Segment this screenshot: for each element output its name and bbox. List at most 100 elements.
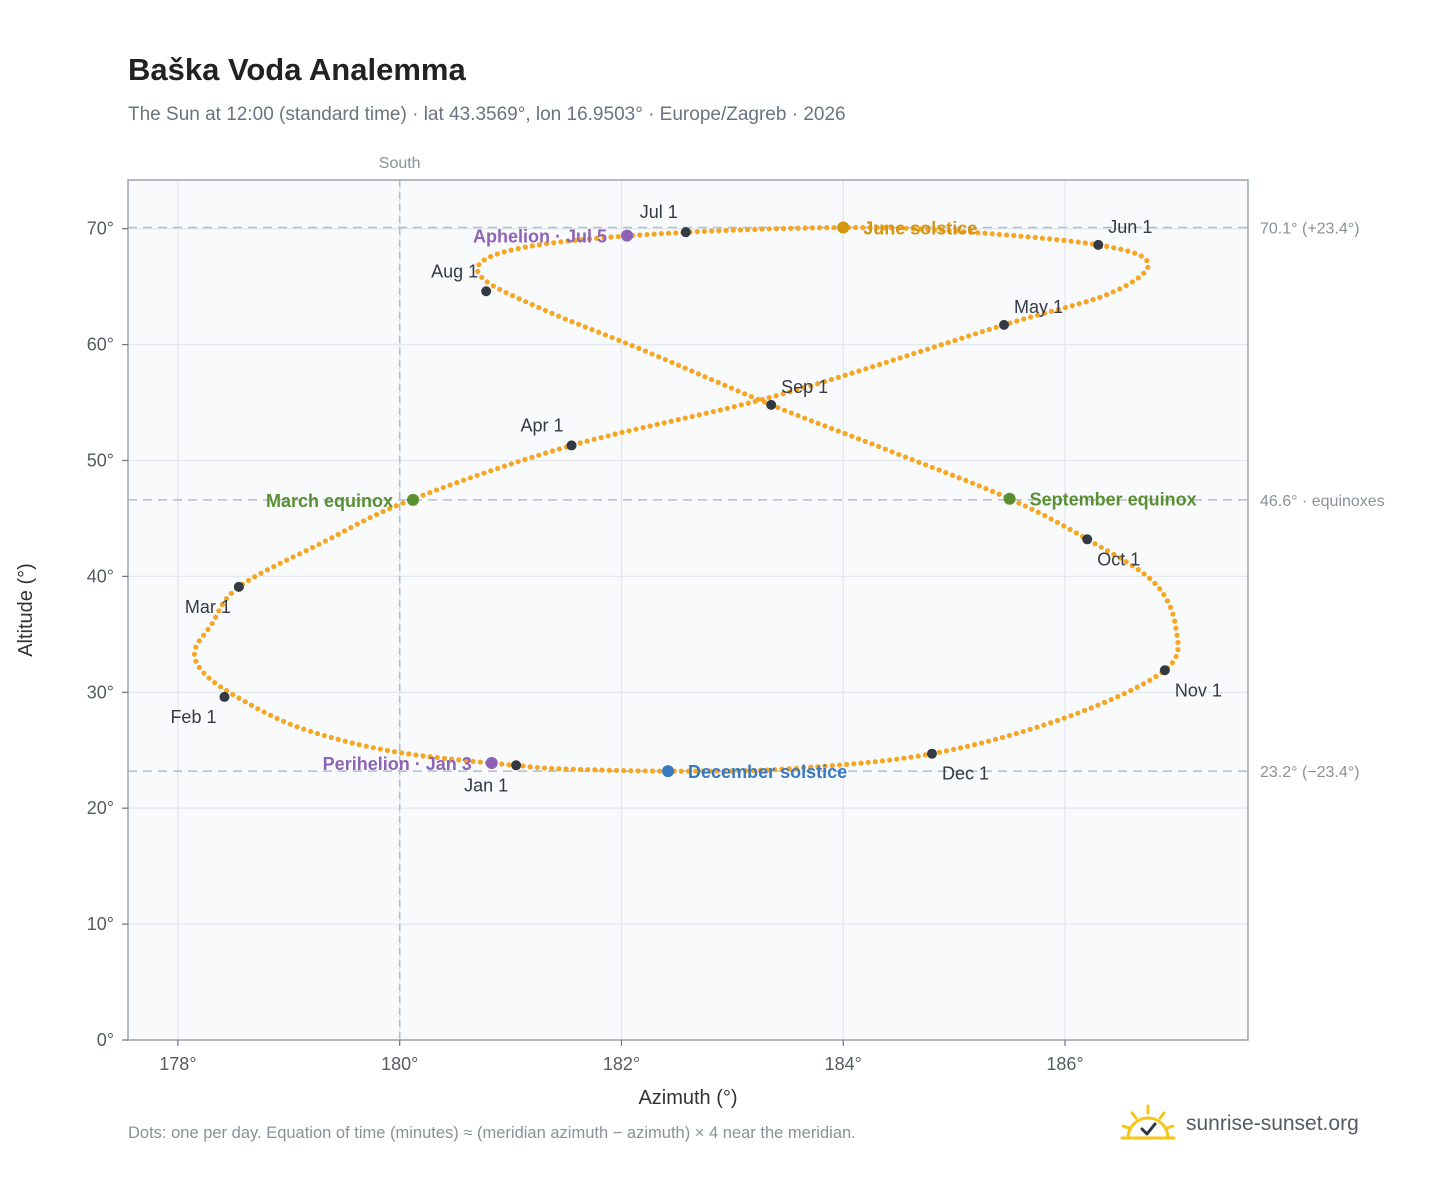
day-dot: [766, 395, 772, 401]
day-dot: [193, 644, 199, 650]
day-dot: [708, 376, 715, 383]
x-axis-label: Azimuth (°): [638, 1087, 737, 1109]
brand-name[interactable]: sunrise-sunset.org: [1186, 1112, 1359, 1135]
day-dot: [773, 226, 780, 232]
day-dot: [853, 224, 859, 231]
day-dot: [787, 389, 793, 395]
day-dot: [657, 768, 663, 774]
day-dot: [213, 614, 219, 620]
month-marker: [1082, 534, 1093, 545]
day-dot: [413, 752, 419, 758]
day-dot: [307, 728, 314, 735]
day-dot: [1161, 592, 1167, 598]
day-dot: [1061, 715, 1067, 721]
day-dot: [601, 235, 607, 241]
day-dot: [976, 483, 982, 489]
day-dot: [309, 544, 316, 551]
day-dot: [929, 464, 935, 471]
day-dot: [731, 404, 737, 410]
month-marker: [1159, 665, 1170, 676]
day-dot: [534, 764, 540, 771]
day-dot: [598, 434, 604, 441]
day-dot: [1103, 292, 1110, 298]
day-dot: [779, 766, 785, 772]
day-dot: [216, 608, 222, 614]
day-dot: [1145, 264, 1151, 270]
day-dot: [348, 524, 354, 531]
day-dot: [982, 230, 988, 236]
day-dot: [872, 759, 878, 765]
day-dot: [400, 500, 406, 506]
day-dot: [851, 761, 857, 767]
y-tick-label: 20°: [87, 798, 114, 818]
day-dot: [889, 449, 895, 455]
day-dot: [874, 225, 880, 231]
day-dot: [621, 767, 627, 774]
day-dot: [529, 243, 535, 249]
day-dot: [391, 749, 398, 755]
day-dot: [1175, 639, 1181, 646]
day-dot: [387, 506, 393, 512]
day-dot: [1164, 598, 1171, 604]
day-dot: [1092, 541, 1098, 547]
day-dot: [373, 511, 380, 518]
y-tick-label: 50°: [87, 450, 114, 470]
day-dot: [675, 362, 682, 368]
day-dot: [755, 396, 761, 402]
month-label: Aug 1: [431, 261, 478, 281]
day-dot: [943, 470, 949, 476]
day-dot: [523, 299, 529, 305]
day-dot: [1118, 246, 1124, 252]
day-dot: [750, 767, 756, 774]
day-dot: [842, 372, 848, 378]
month-label: Sep 1: [781, 377, 828, 397]
day-dot: [682, 415, 688, 421]
day-dot: [329, 535, 335, 541]
day-dot: [1067, 526, 1073, 533]
day-dot: [474, 472, 480, 479]
day-dot: [996, 231, 1002, 237]
day-dot: [817, 225, 823, 231]
day-dot: [916, 459, 922, 465]
day-dot: [536, 304, 542, 311]
day-dot: [626, 428, 632, 434]
day-dot: [876, 443, 882, 450]
day-dot: [1062, 304, 1068, 311]
day-dot: [707, 768, 713, 774]
day-dot: [748, 393, 754, 400]
day-dot: [609, 334, 615, 341]
day-dot: [1048, 720, 1054, 726]
day-dot: [200, 632, 207, 638]
reference-label: 46.6° · equinoxes: [1260, 493, 1385, 510]
day-dot: [277, 560, 283, 566]
day-dot: [501, 463, 508, 469]
day-dot: [1025, 234, 1031, 240]
day-dot: [678, 768, 684, 774]
day-dot: [742, 391, 748, 397]
day-dot: [230, 691, 236, 698]
day-dot: [209, 620, 215, 627]
brand-logo[interactable]: sunrise-sunset.org: [1120, 1100, 1359, 1148]
day-dot: [909, 457, 915, 463]
x-tick-label: 184°: [825, 1054, 862, 1074]
day-dot: [1108, 696, 1114, 703]
day-dot: [484, 279, 490, 285]
day-dot: [808, 383, 814, 389]
day-dot: [558, 239, 564, 245]
day-dot: [420, 753, 426, 759]
day-dot: [714, 768, 720, 774]
day-dot: [737, 227, 744, 233]
day-dot: [287, 721, 293, 727]
day-dot: [406, 751, 412, 757]
day-dot: [802, 225, 808, 231]
day-dot: [441, 755, 448, 761]
day-dot: [1169, 660, 1176, 666]
event-label: Perihelion · Jan 3: [323, 754, 472, 774]
day-dot: [497, 286, 503, 292]
day-dot: [745, 227, 751, 233]
day-dot: [1129, 563, 1135, 569]
day-dot: [1173, 653, 1179, 660]
day-dot: [1111, 245, 1117, 251]
day-dot: [1104, 548, 1111, 554]
meridian-label: South: [379, 155, 421, 172]
